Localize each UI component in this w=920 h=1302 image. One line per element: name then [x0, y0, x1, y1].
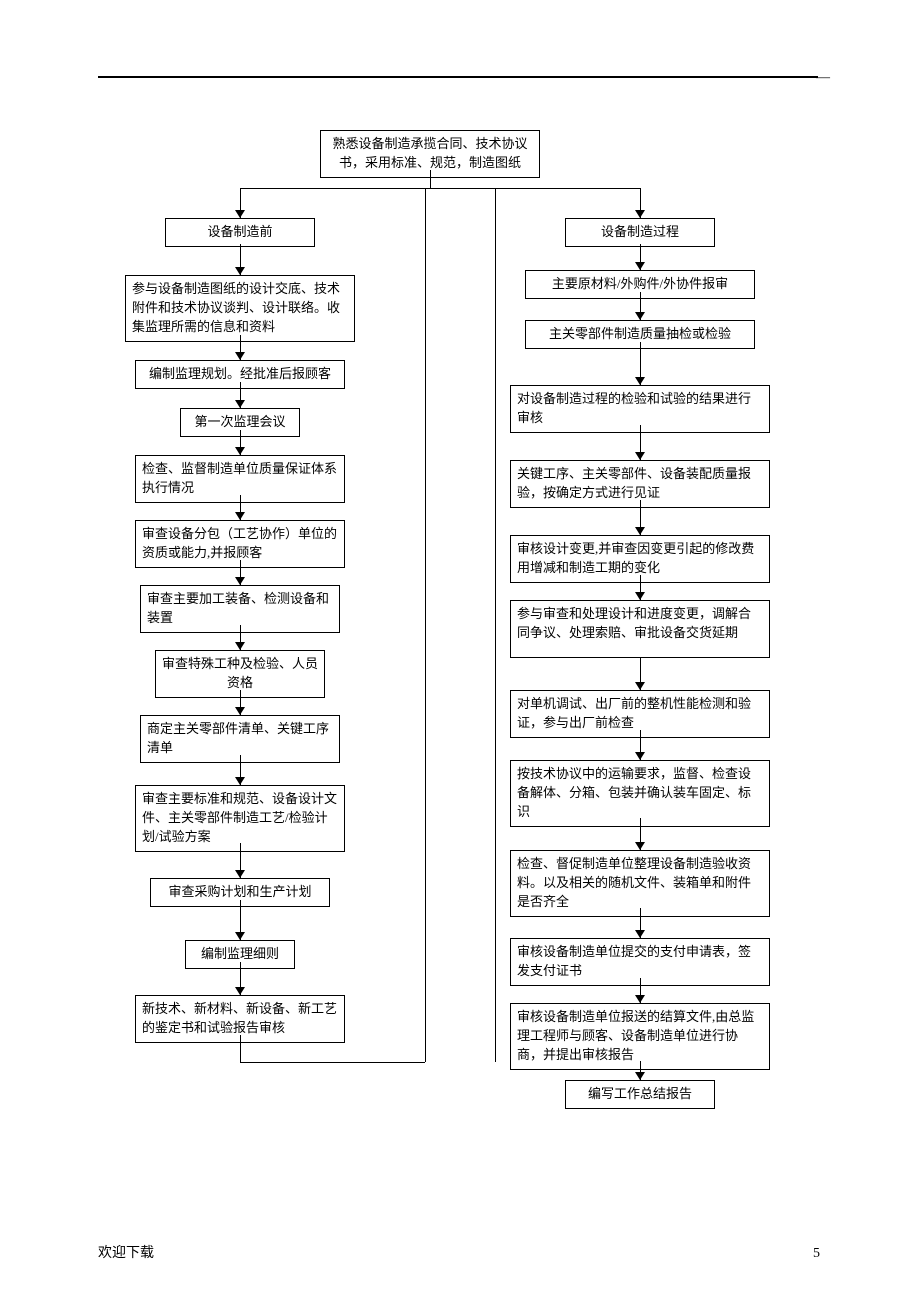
- left-tail-v: [240, 1035, 241, 1062]
- left-arrow-4: [235, 512, 245, 520]
- left-arrow-5: [235, 577, 245, 585]
- left-arrow-6: [235, 642, 245, 650]
- left-arrow-3: [235, 447, 245, 455]
- right-arrow-4: [635, 527, 645, 535]
- right-return-vline: [495, 188, 496, 1062]
- page: — 熟悉设备制造承揽合同、技术协议书，采用标准、规范，制造图纸设备制造前设备制造…: [0, 0, 920, 1302]
- right-return-top-h: [495, 188, 640, 189]
- right-arrow-10: [635, 995, 645, 1003]
- right-arrow-3: [635, 452, 645, 460]
- right-node-11: 编写工作总结报告: [565, 1080, 715, 1109]
- left-node-0: 参与设备制造图纸的设计交底、技术附件和技术协议谈判、设计联络。收集监理所需的信息…: [125, 275, 355, 342]
- left-arrow-9: [235, 870, 245, 878]
- right-node-5: 参与审查和处理设计和进度变更，调解合同争议、处理索赔、审批设备交货延期: [510, 600, 770, 658]
- root-drop: [430, 170, 431, 188]
- left-arrow-0: [235, 267, 245, 275]
- right-arrow-11: [635, 1072, 645, 1080]
- right-arrow-5: [635, 592, 645, 600]
- left-arrow-7: [235, 707, 245, 715]
- right-arrow-6: [635, 682, 645, 690]
- right-arrow-9: [635, 930, 645, 938]
- arrow-left-header: [235, 210, 245, 218]
- right-arrow-8: [635, 842, 645, 850]
- left-arrow-1: [235, 352, 245, 360]
- left-arrow-11: [235, 987, 245, 995]
- right-arrow-0: [635, 262, 645, 270]
- footer-left: 欢迎下载: [98, 1242, 154, 1262]
- page-number: 5: [813, 1246, 820, 1262]
- left-arrow-8: [235, 777, 245, 785]
- right-arrow-2: [635, 377, 645, 385]
- right-node-10: 审核设备制造单位报送的结算文件,由总监理工程师与顾客、设备制造单位进行协商，并提…: [510, 1003, 770, 1070]
- arrow-right-header: [635, 210, 645, 218]
- right-node-7: 按技术协议中的运输要求，监督、检查设备解体、分箱、包装并确认装车固定、标识: [510, 760, 770, 827]
- left-header: 设备制造前: [165, 218, 315, 247]
- right-arrow-1: [635, 312, 645, 320]
- right-node-8: 检查、督促制造单位整理设备制造验收资料。以及相关的随机文件、装箱单和附件是否齐全: [510, 850, 770, 917]
- left-node-8: 审查主要标准和规范、设备设计文件、主关零部件制造工艺/检验计划/试验方案: [135, 785, 345, 852]
- header-rule: [98, 76, 818, 78]
- header-dash: —: [816, 70, 830, 86]
- right-arrow-7: [635, 752, 645, 760]
- left-return-vline: [425, 188, 426, 1062]
- left-tail-h: [240, 1062, 425, 1063]
- left-arrow-2: [235, 400, 245, 408]
- left-arrow-10: [235, 932, 245, 940]
- right-header: 设备制造过程: [565, 218, 715, 247]
